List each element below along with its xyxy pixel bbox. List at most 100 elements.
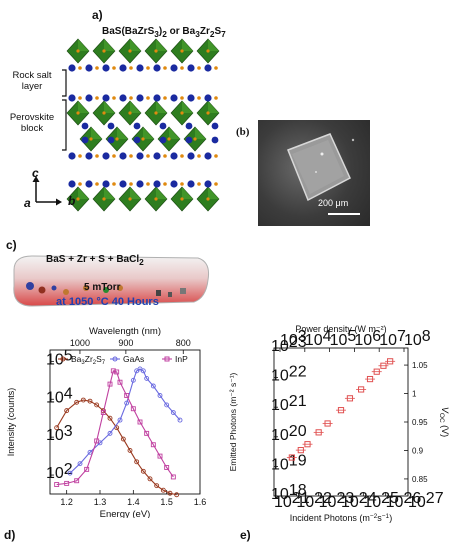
s-atom: [206, 197, 210, 201]
s-atom: [163, 96, 167, 100]
x2-tick-label: 800: [176, 338, 191, 348]
x2-tick-label: 900: [118, 338, 133, 348]
panel-e-letter: e): [240, 528, 251, 542]
octahedron-face: [169, 127, 180, 139]
s-atom: [206, 111, 210, 115]
data-point: [84, 466, 90, 472]
data-point: [147, 476, 153, 482]
ba-atom: [119, 180, 127, 188]
s-atom: [154, 197, 158, 201]
panel-d-letter: d): [4, 528, 16, 542]
ba-atom: [81, 136, 89, 144]
reaction-text: BaS + Zr + S + BaCl2: [46, 254, 144, 267]
octahedron-face: [104, 101, 115, 113]
ba-atom: [187, 180, 195, 188]
octahedron-face: [208, 101, 219, 113]
ba-atom: [187, 152, 195, 160]
ba-atom: [81, 122, 89, 130]
s-atom: [214, 154, 218, 158]
octahedron-face: [195, 127, 206, 139]
x-tick-label: 1.3: [94, 497, 107, 507]
y2-tick-label: 0.95: [412, 418, 428, 427]
s-atom: [180, 182, 184, 186]
octahedron-face: [104, 39, 115, 51]
sem-image: 200 μm: [258, 120, 370, 226]
data-point: [174, 492, 180, 498]
ba-atom: [119, 64, 127, 72]
ba-atom: [107, 122, 115, 130]
crystal-structure-figure: [62, 38, 220, 212]
s-atom: [146, 96, 150, 100]
data-point: [107, 415, 113, 421]
s-atom: [78, 154, 82, 158]
legend-label: GaAs: [123, 354, 144, 364]
data-point: [304, 441, 311, 448]
s-atom: [180, 197, 184, 201]
crystal-axes: [32, 176, 62, 206]
data-point: [114, 369, 120, 375]
ba-atom: [187, 94, 195, 102]
data-point: [74, 478, 80, 484]
ba-atom: [187, 64, 195, 72]
octahedron-face: [182, 101, 193, 113]
ba-atom: [136, 152, 144, 160]
s-atom: [141, 137, 145, 141]
ba-atom: [153, 152, 161, 160]
s-atom: [180, 96, 184, 100]
x2-axis-label: Wavelength (nm): [89, 326, 161, 337]
y2-tick-label: 0.9: [412, 446, 424, 455]
data-point: [64, 480, 70, 486]
series-line: [69, 368, 181, 474]
data-point: [94, 402, 100, 408]
data-point: [67, 470, 73, 476]
svg-text:1018: 1018: [271, 482, 307, 503]
s-atom: [180, 66, 184, 70]
ba-atom: [119, 152, 127, 160]
data-point: [127, 447, 133, 453]
ba-atom: [85, 64, 93, 72]
s-atom: [129, 182, 133, 186]
axis-a-label: a: [24, 196, 31, 210]
ba-atom: [136, 64, 144, 72]
x2-axis-label: Power density (W m⁻²): [295, 324, 386, 334]
s-atom: [115, 137, 119, 141]
y2-axis-label: VOC (V): [438, 407, 449, 437]
s-atom: [76, 111, 80, 115]
data-point: [144, 375, 150, 381]
data-point: [167, 490, 173, 496]
s-atom: [129, 96, 133, 100]
axis-c-label: c: [32, 166, 39, 180]
s-atom: [102, 49, 106, 53]
s-atom: [180, 111, 184, 115]
s-atom: [112, 154, 116, 158]
ba-atom: [204, 94, 212, 102]
data-point: [315, 429, 322, 436]
s-atom: [112, 96, 116, 100]
ba-atom: [170, 94, 178, 102]
ba-atom: [153, 64, 161, 72]
ba-atom: [85, 152, 93, 160]
s-atom: [78, 66, 82, 70]
octahedron-face: [78, 101, 89, 113]
legend-label: InP: [175, 354, 188, 364]
svg-text:1020: 1020: [271, 423, 307, 444]
ba-atom: [102, 64, 110, 72]
svg-text:1022: 1022: [271, 364, 307, 385]
octahedron-face: [156, 187, 167, 199]
data-point: [87, 398, 93, 404]
s-atom: [78, 182, 82, 186]
ba-atom: [170, 152, 178, 160]
data-point: [124, 393, 130, 398]
svg-text:105: 105: [330, 328, 357, 349]
svg-text:106: 106: [354, 328, 381, 349]
s-atom: [197, 182, 201, 186]
s-atom: [197, 154, 201, 158]
octahedron-face: [208, 39, 219, 51]
x-tick-label: 1.6: [194, 497, 207, 507]
data-point: [110, 368, 116, 374]
atom-layer: [68, 49, 219, 201]
ba-atom: [119, 94, 127, 102]
s-atom: [102, 111, 106, 115]
data-point: [124, 400, 130, 406]
chart-d-pl-spectra: 1.2 1.3 1.4 1.5 1.6 Energy (eV) 1000 900 800 Wave…: [6, 326, 207, 518]
